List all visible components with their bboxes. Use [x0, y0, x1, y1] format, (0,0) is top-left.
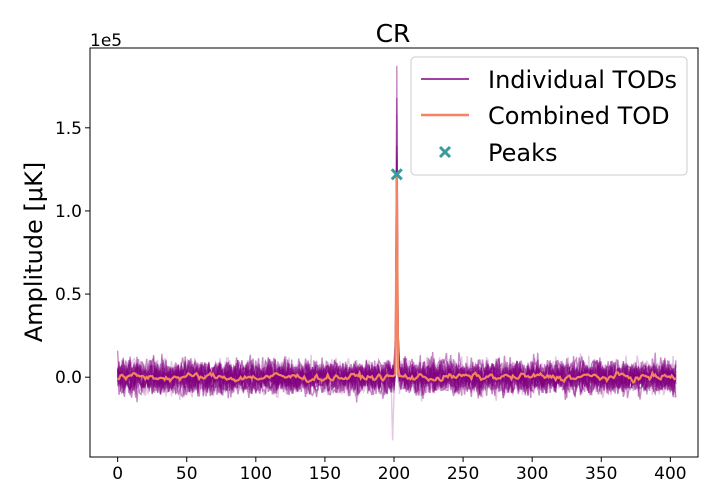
y-tick-label: 1.5	[55, 119, 82, 139]
individual-tod-line	[116, 65, 677, 399]
x-tick-label: 50	[176, 464, 198, 484]
x-tick-label: 200	[378, 464, 410, 484]
x-tick-label: 350	[585, 464, 617, 484]
individual-tod-line	[116, 159, 677, 399]
peak-marker-stroke	[390, 168, 403, 181]
combined-tod-line	[117, 174, 677, 384]
x-tick-label: 250	[447, 464, 479, 484]
y-tick-label: 1.0	[55, 202, 82, 222]
legend-label-individual: Individual TODs	[488, 66, 677, 94]
y-tick-label: 0.0	[55, 368, 82, 388]
individual-tod-line	[116, 145, 677, 394]
y-axis-label: Amplitude [μK]	[20, 162, 48, 342]
peak-marker	[390, 168, 403, 181]
legend-marker-peaks	[438, 145, 452, 159]
legend-box	[410, 56, 688, 176]
individual-tod-line	[116, 168, 677, 393]
y-tick-label: 0.5	[55, 285, 82, 305]
x-tick-label: 300	[516, 464, 548, 484]
x-tick-label: 100	[240, 464, 272, 484]
legend-label-combined: Combined TOD	[488, 102, 670, 130]
chart-title: CR	[376, 19, 411, 48]
axes: 0 50 100 150 200 250 300 350 400 0.0 0.5 1.0 1.5	[55, 47, 699, 484]
x-tick-label: 400	[654, 464, 686, 484]
legend-label-peaks: Peaks	[488, 139, 558, 167]
y-offset-text: 1e5	[90, 31, 122, 51]
individual-tod-line	[116, 97, 677, 399]
plot-area	[116, 65, 677, 441]
individual-tod-line	[116, 113, 677, 399]
legend: Individual TODs Combined TOD Peaks	[410, 56, 688, 176]
individual-tod-line	[116, 155, 677, 441]
x-tick-label: 0	[112, 464, 123, 484]
x-tick-label: 150	[309, 464, 341, 484]
